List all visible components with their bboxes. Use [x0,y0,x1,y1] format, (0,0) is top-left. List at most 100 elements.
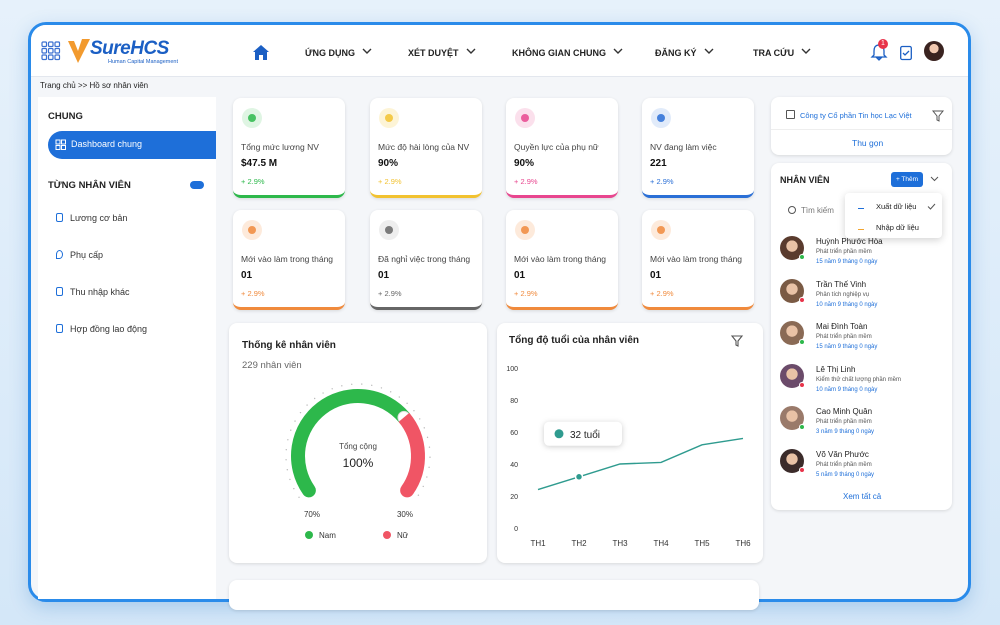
apps-dot [54,47,61,54]
status-dot [799,467,805,473]
apps-dot [47,47,54,54]
nav-item[interactable]: ĐĂNG KÝ [655,48,697,58]
kpi-icon-dot [385,114,393,122]
menu-icon [858,203,864,209]
search-icon [788,206,796,214]
gauge-dot [341,385,343,387]
kpi-icon-dot [248,114,256,122]
y-tick-label: 20 [510,494,518,501]
x-tick-label: TH5 [694,539,710,548]
apps-icon [41,41,61,61]
gauge-dot [389,391,392,393]
chevron [466,48,476,54]
add-button[interactable]: + Thêm [891,172,923,187]
x-tick-label: TH1 [530,539,546,548]
tooltip-dot [554,429,564,439]
sidebar-item[interactable]: Lương cơ bản [70,213,128,223]
sidebar-item[interactable]: Thu nhập khác [70,287,130,297]
legend-label: Nam [319,531,336,540]
employee-role: Phát triển phần mềm [816,334,872,341]
gauge-center-value: 100% [343,456,374,470]
kpi-value: $47.5 M [241,158,278,169]
chevron [801,48,811,54]
sidebar-item[interactable]: Phụ cấp [70,250,104,260]
employee-role: Phân tích nghiệp vụ [816,291,870,298]
x-tick-label: TH6 [735,539,751,548]
legend-swatch [383,531,391,539]
gauge-dot [285,459,287,461]
kpi-label: Đã nghỉ việc trong tháng [378,254,471,264]
see-all-link[interactable]: Xem tất cả [843,492,882,501]
kpi-icon-dot [657,226,665,234]
company-name[interactable]: Công ty Cổ phần Tin học Lạc Việt [800,111,912,120]
gauge-dot [417,494,420,496]
kpi-icon-dot [657,114,665,122]
gauge-dot [428,446,431,448]
collapse-link[interactable]: Thu gọn [852,138,884,148]
search-box[interactable]: Tìm kiếm [801,206,834,215]
gauge-dot [306,404,308,406]
user-avatar [924,41,944,61]
tooltip-bg [544,421,622,446]
gauge-dot [380,387,383,389]
gauge-dot [406,402,408,405]
employee-name[interactable]: Cao Minh Quân [816,407,873,417]
bottom-panel [229,580,759,610]
y-tick-label: 100 [506,366,518,373]
kpi-value: 90% [378,158,399,169]
kpi-value: 90% [514,158,535,169]
menu-item[interactable]: Xuất dữ liệu [876,202,917,211]
gauge-dot [298,496,300,498]
add-chevron [930,176,939,182]
nav-chevron [613,48,623,54]
employee-name[interactable]: Mai Đình Toàn [816,322,868,332]
chart-title: Tổng độ tuổi của nhân viên [509,334,639,346]
employee-role: Phát triển phần mềm [816,462,872,468]
gauge-end [400,483,415,498]
apps-dot [54,54,61,61]
nav-chevron [362,48,372,54]
nav-item[interactable]: TRA CỨU [753,48,795,58]
kpi-label: Mới vào làm trong tháng [514,254,607,264]
nav-item[interactable]: XÉT DUYỆT [408,48,459,58]
kpi-icon-dot [521,226,529,234]
employee-tenure: 10 năm 9 tháng 0 ngày [816,386,878,393]
highlight-point [574,472,584,482]
nav-chevron [704,48,714,54]
gauge-dot [361,383,363,385]
kpi-change: + 2.9% [650,177,674,186]
kpi-label: Tổng mức lương NV [241,142,319,152]
kpi-change: + 2.9% [378,177,402,186]
nav-item[interactable]: ỨNG DỤNG [305,48,355,58]
employee-name[interactable]: Lê Thị Linh [816,364,856,374]
legend-label: Nữ [397,531,409,540]
employee-tenure: 15 năm 9 tháng 0 ngày [816,259,878,265]
employee-name[interactable]: Võ Văn Phước [816,450,869,459]
divider [771,129,952,130]
sidebar-icon [56,287,63,296]
employee-name[interactable]: Huỳnh Phước Hòa [816,237,883,246]
employee-name[interactable]: Trần Thế Vinh [816,279,867,289]
nav-item[interactable]: KHÔNG GIAN CHUNG [512,48,606,58]
notification-badge: 1 [878,39,888,49]
kpi-change: + 2.9% [650,289,674,298]
gauge-dot [428,466,430,468]
x-tick-label: TH2 [571,539,587,548]
gauge-dot [398,396,400,398]
chevron [362,48,372,54]
sidebar-active-item[interactable]: Dashboard chung [71,139,143,149]
sidebar [38,97,216,599]
kpi-label: NV đang làm việc [650,142,717,152]
nav-chevron [466,48,476,54]
chevron [613,48,623,54]
kpi-value: 221 [650,158,667,169]
sidebar-item[interactable]: Hợp đồng lao động [70,324,147,334]
gauge-subtitle: 229 nhân viên [242,360,302,371]
toggle[interactable] [190,181,204,189]
gauge-center-label: Tổng cộng [339,442,377,451]
y-tick-label: 0 [514,526,518,533]
employee-title: NHÂN VIÊN [780,175,830,185]
employee-tenure: 3 năm 9 tháng 0 ngày [816,429,875,436]
menu-item[interactable]: Nhập dữ liệu [876,223,919,232]
